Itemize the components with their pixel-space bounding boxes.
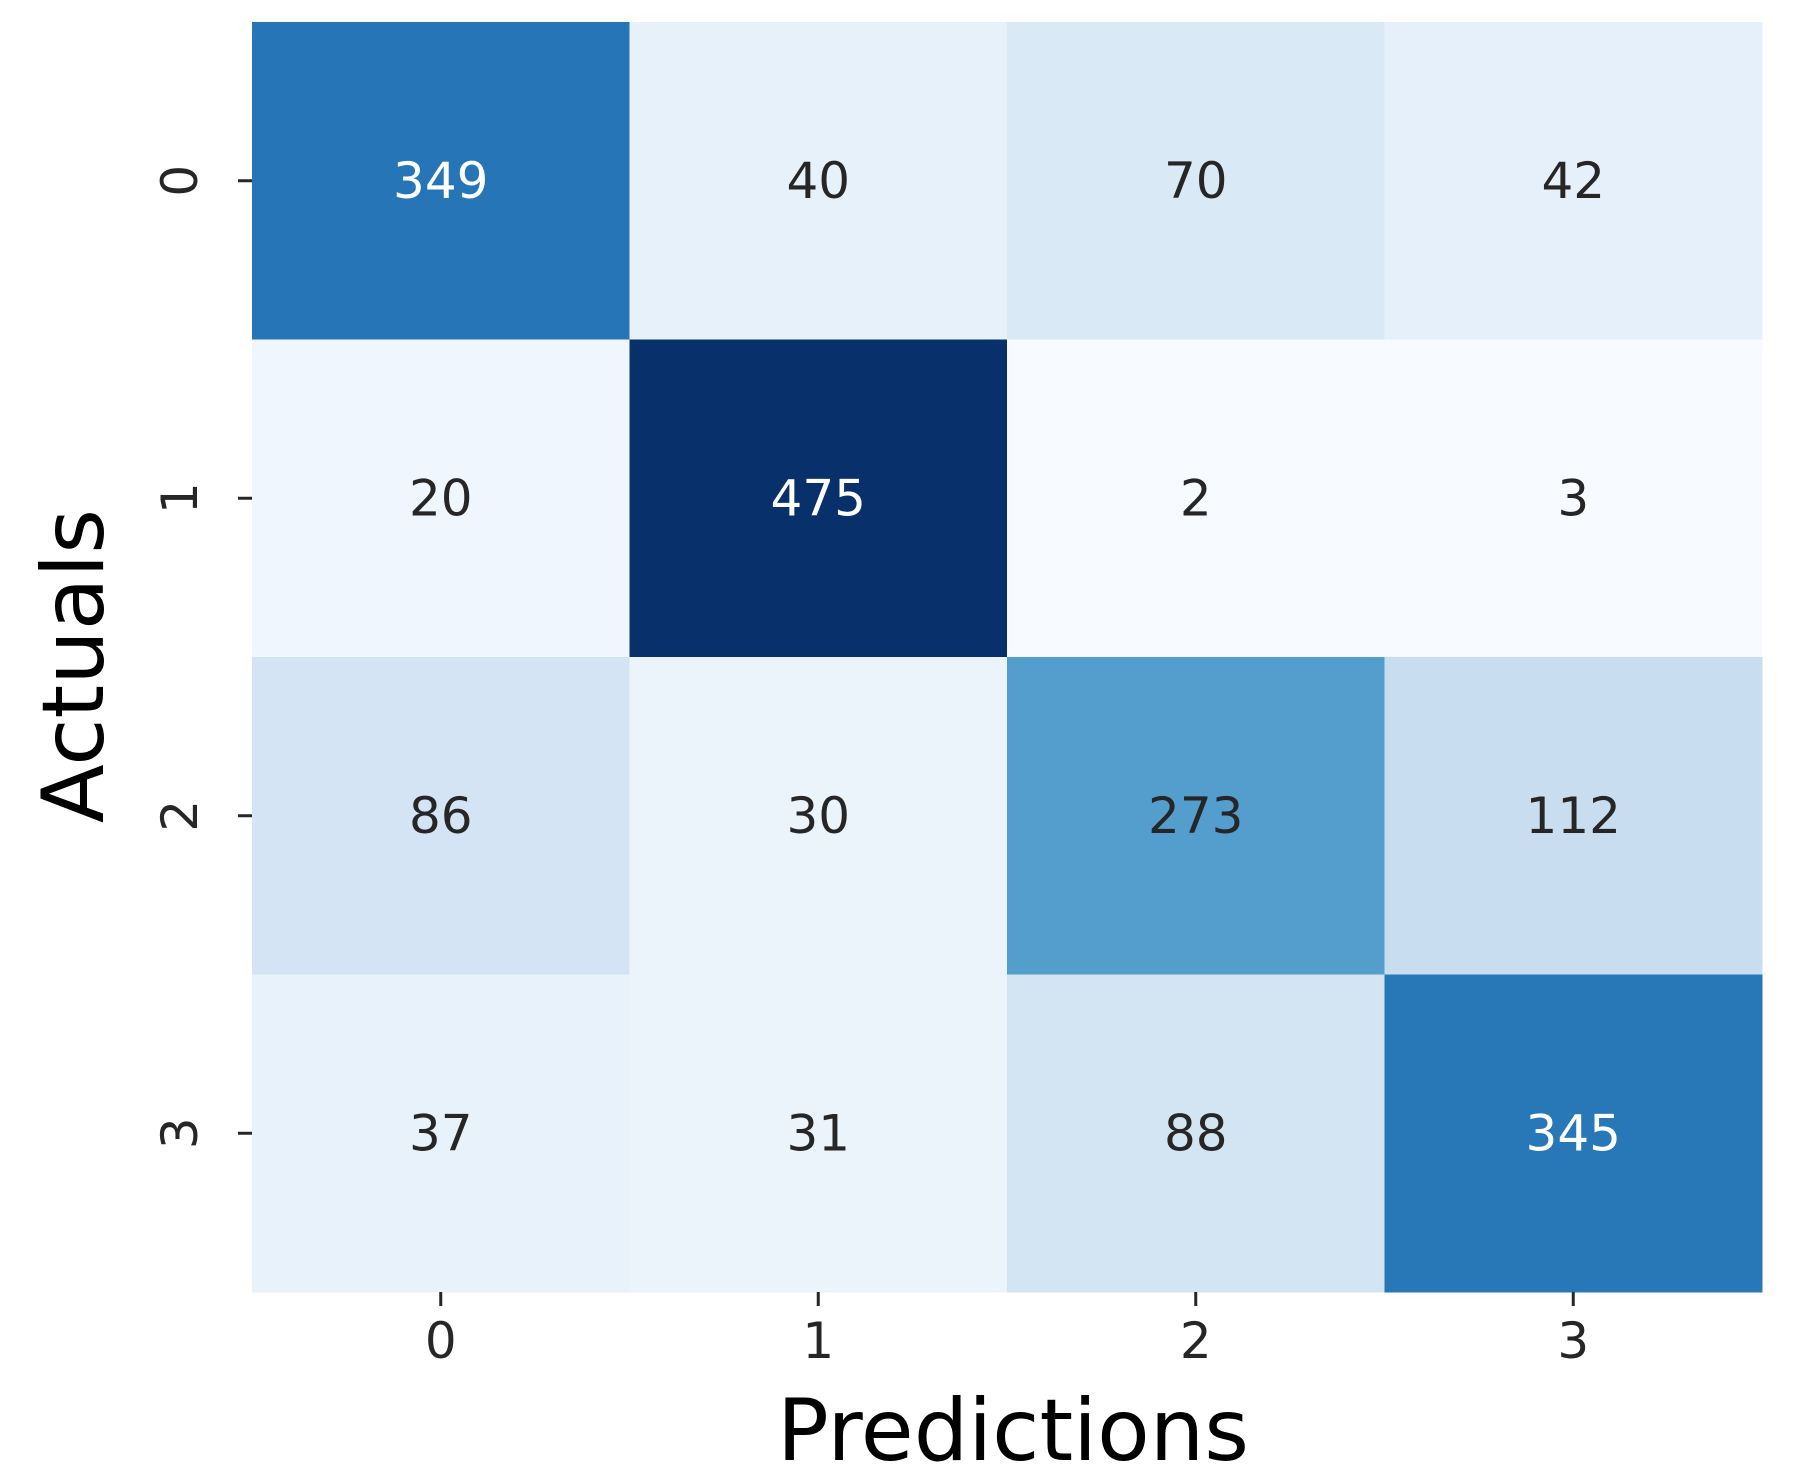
heatmap-cell-label-r3-c1: 31 bbox=[786, 1104, 850, 1162]
heatmap-cell-label-r1-c1: 475 bbox=[771, 469, 866, 527]
heatmap-cell-label-r0-c3: 42 bbox=[1541, 152, 1605, 210]
heatmap-cell-label-r2-c0: 86 bbox=[409, 787, 473, 845]
heatmap-cell-label-r2-c3: 112 bbox=[1526, 787, 1621, 845]
heatmap-cell-label-r0-c2: 70 bbox=[1164, 152, 1228, 210]
heatmap-cell-r3-c2 bbox=[1007, 974, 1385, 1293]
y-axis-label: Actuals bbox=[24, 509, 124, 823]
heatmap-cell-r1-c3 bbox=[1384, 339, 1763, 658]
heatmap-cell-r1-c0 bbox=[252, 339, 630, 658]
x-axis: 0 1 2 3 bbox=[425, 1292, 1589, 1370]
x-tick-label-1: 1 bbox=[802, 1312, 834, 1370]
heatmap-cell-label-r3-c3: 345 bbox=[1526, 1104, 1621, 1162]
heatmap-cell-r0-c1 bbox=[629, 22, 1008, 340]
x-axis-label: Predictions bbox=[777, 1381, 1249, 1481]
y-axis: 0 1 2 3 bbox=[151, 165, 252, 1149]
x-tick-label-3: 3 bbox=[1557, 1312, 1589, 1370]
heatmap-cell-r0-c0 bbox=[252, 22, 630, 340]
heatmap-cell-r2-c3 bbox=[1384, 657, 1763, 975]
heatmap-cell-r2-c1 bbox=[629, 657, 1008, 975]
y-tick-label-2: 2 bbox=[151, 800, 209, 832]
heatmap-cell-r0-c3 bbox=[1384, 22, 1763, 340]
heatmap-cell-label-r3-c2: 88 bbox=[1164, 1104, 1228, 1162]
heatmap-cell-r3-c0 bbox=[252, 974, 630, 1293]
y-tick-label-3: 3 bbox=[151, 1117, 209, 1149]
heatmap-cell-r3-c1 bbox=[629, 974, 1008, 1293]
heatmap-cells bbox=[252, 22, 1763, 1293]
heatmap-cell-r1-c1 bbox=[629, 339, 1008, 658]
heatmap-cell-label-r3-c0: 37 bbox=[409, 1104, 473, 1162]
heatmap-cell-r0-c2 bbox=[1007, 22, 1385, 340]
heatmap-cell-r3-c3 bbox=[1384, 974, 1763, 1293]
y-tick-label-1: 1 bbox=[151, 482, 209, 514]
heatmap-cell-label-r1-c2: 2 bbox=[1180, 469, 1212, 527]
heatmap-cell-label-r0-c1: 40 bbox=[786, 152, 850, 210]
heatmap-cell-labels: 349 40 70 42 20 475 2 3 86 30 273 112 37 31 88 345 bbox=[393, 152, 1621, 1163]
heatmap-cell-r2-c0 bbox=[252, 657, 630, 975]
x-tick-label-0: 0 bbox=[425, 1312, 457, 1370]
heatmap-cell-label-r2-c1: 30 bbox=[786, 787, 850, 845]
x-tick-label-2: 2 bbox=[1180, 1312, 1212, 1370]
heatmap-cell-r2-c2 bbox=[1007, 657, 1385, 975]
heatmap-cell-label-r1-c0: 20 bbox=[409, 469, 473, 527]
y-tick-label-0: 0 bbox=[151, 165, 209, 197]
heatmap-cell-label-r1-c3: 3 bbox=[1557, 469, 1589, 527]
heatmap-cell-label-r2-c2: 273 bbox=[1148, 787, 1243, 845]
heatmap-cell-label-r0-c0: 349 bbox=[393, 152, 488, 210]
heatmap-cell-r1-c2 bbox=[1007, 339, 1385, 658]
